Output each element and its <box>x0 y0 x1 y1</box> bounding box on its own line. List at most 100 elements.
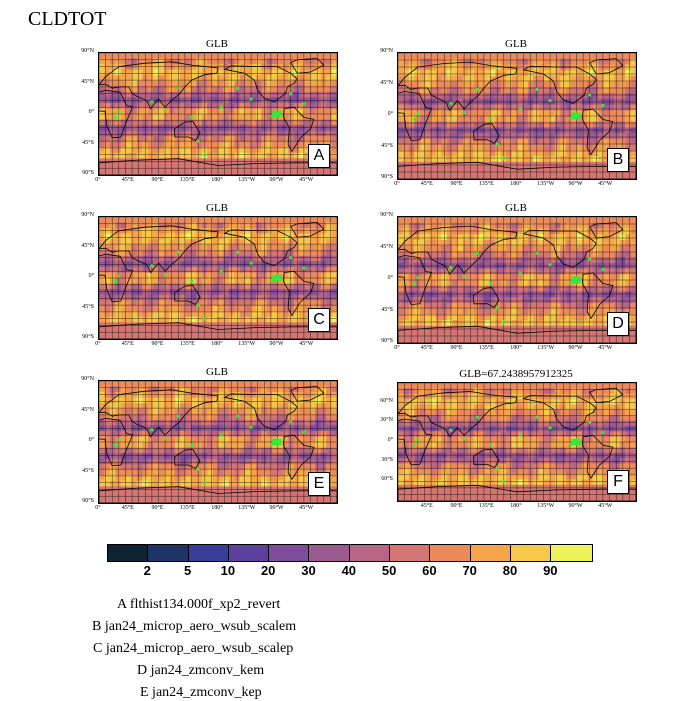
x-tick-label: 45°E <box>413 503 441 509</box>
y-tick-label: 60°N <box>365 398 393 404</box>
x-tick-label: 135°W <box>532 503 560 509</box>
x-tick-label: 0° <box>84 177 112 183</box>
y-tick-label: 0° <box>66 109 94 115</box>
panel-letter: D <box>607 312 629 336</box>
map-plot <box>397 382 637 502</box>
colorbar <box>107 544 593 562</box>
y-tick-label: 45°S <box>365 143 393 149</box>
y-tick-label: 45°S <box>66 468 94 474</box>
x-tick-label: 180° <box>502 345 530 351</box>
x-tick-label: 135°E <box>472 181 500 187</box>
colorbar-label: 5 <box>173 563 203 578</box>
colorbar-swatch <box>350 545 390 561</box>
y-tick-label: 45°S <box>365 307 393 313</box>
colorbar-swatch <box>108 545 148 561</box>
x-tick-label: 0° <box>383 181 411 187</box>
colorbar-label: 10 <box>213 563 243 578</box>
x-tick-label: 0° <box>84 505 112 511</box>
x-tick-label: 135°E <box>472 345 500 351</box>
x-tick-label: 180° <box>203 177 231 183</box>
x-tick-label: 135°W <box>233 341 261 347</box>
colorbar-label: 60 <box>414 563 444 578</box>
legend-entry: E jan24_zmconv_kep <box>140 685 262 701</box>
x-tick-label: 0° <box>84 341 112 347</box>
x-tick-label: 90°W <box>562 503 590 509</box>
y-tick-label: 45°N <box>365 80 393 86</box>
colorbar-label: 20 <box>253 563 283 578</box>
x-tick-label: 135°E <box>472 503 500 509</box>
y-tick-label: 45°S <box>66 304 94 310</box>
colorbar-label: 70 <box>455 563 485 578</box>
y-tick-label: 90°N <box>66 48 94 54</box>
colorbar-swatch <box>148 545 188 561</box>
x-tick-label: 135°W <box>233 177 261 183</box>
colorbar-swatch <box>189 545 229 561</box>
y-tick-label: 45°S <box>66 140 94 146</box>
map-plot <box>98 380 338 504</box>
x-tick-label: 180° <box>502 181 530 187</box>
y-tick-label: 90°N <box>66 376 94 382</box>
y-tick-label: 90°N <box>66 212 94 218</box>
panel-title: GLB <box>397 38 635 50</box>
panel-title: GLB <box>98 202 336 214</box>
panel-title: GLB <box>397 202 635 214</box>
x-tick-label: 135°E <box>173 505 201 511</box>
x-tick-label: 45°E <box>413 181 441 187</box>
legend-entry: D jan24_zmconv_kem <box>137 663 264 679</box>
legend-entry: C jan24_microp_aero_wsub_scalep <box>93 641 293 657</box>
x-tick-label: 135°W <box>233 505 261 511</box>
x-tick-label: 90°E <box>144 505 172 511</box>
panel-letter: A <box>308 144 330 168</box>
x-tick-label: 135°E <box>173 341 201 347</box>
y-tick-label: 45°N <box>66 243 94 249</box>
y-tick-label: 0° <box>66 437 94 443</box>
x-tick-label: 45°E <box>413 345 441 351</box>
colorbar-swatch <box>511 545 551 561</box>
x-tick-label: 45°W <box>591 503 619 509</box>
map-plot <box>397 52 637 180</box>
y-tick-label: 90°N <box>365 212 393 218</box>
colorbar-label: 80 <box>495 563 525 578</box>
y-tick-label: 60°S <box>365 476 393 482</box>
x-tick-label: 45°W <box>591 345 619 351</box>
panel-title: GLB <box>98 366 336 378</box>
y-tick-label: 0° <box>365 275 393 281</box>
y-tick-label: 90°S <box>66 498 94 504</box>
colorbar-label: 2 <box>132 563 162 578</box>
y-tick-label: 90°S <box>66 334 94 340</box>
x-tick-label: 45°E <box>114 341 142 347</box>
x-tick-label: 180° <box>502 503 530 509</box>
colorbar-swatch <box>229 545 269 561</box>
y-tick-label: 0° <box>66 273 94 279</box>
y-tick-label: 45°N <box>66 79 94 85</box>
panel-letter: F <box>607 470 629 494</box>
colorbar-swatch <box>471 545 511 561</box>
x-tick-label: 90°E <box>443 345 471 351</box>
y-tick-label: 45°N <box>66 407 94 413</box>
x-tick-label: 45°W <box>292 505 320 511</box>
x-tick-label: 90°W <box>562 345 590 351</box>
colorbar-swatch <box>269 545 309 561</box>
x-tick-label: 90°W <box>263 341 291 347</box>
x-tick-label: 45°W <box>591 181 619 187</box>
x-tick-label: 135°W <box>532 345 560 351</box>
x-tick-label: 90°W <box>263 177 291 183</box>
colorbar-label: 50 <box>374 563 404 578</box>
panel-letter: C <box>308 308 330 332</box>
colorbar-label: 40 <box>334 563 364 578</box>
x-tick-label: 135°E <box>173 177 201 183</box>
x-tick-label: 90°E <box>443 181 471 187</box>
x-tick-label: 45°E <box>114 177 142 183</box>
colorbar-swatch <box>390 545 430 561</box>
x-tick-label: 45°W <box>292 177 320 183</box>
x-tick-label: 90°W <box>562 181 590 187</box>
x-tick-label: 90°E <box>144 177 172 183</box>
x-tick-label: 90°E <box>443 503 471 509</box>
y-tick-label: 90°S <box>365 174 393 180</box>
